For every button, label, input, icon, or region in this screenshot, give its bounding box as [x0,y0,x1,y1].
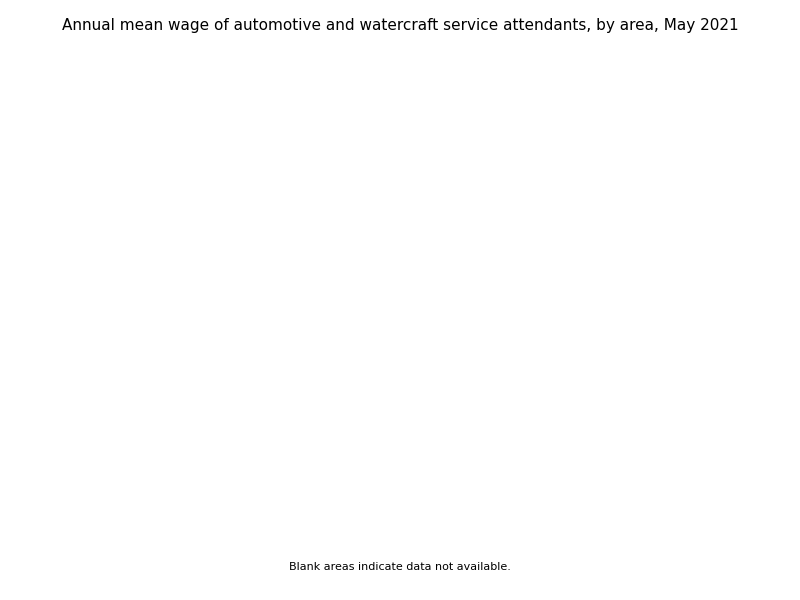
Text: Blank areas indicate data not available.: Blank areas indicate data not available. [289,562,511,572]
Text: Annual mean wage of automotive and watercraft service attendants, by area, May 2: Annual mean wage of automotive and water… [62,18,738,33]
